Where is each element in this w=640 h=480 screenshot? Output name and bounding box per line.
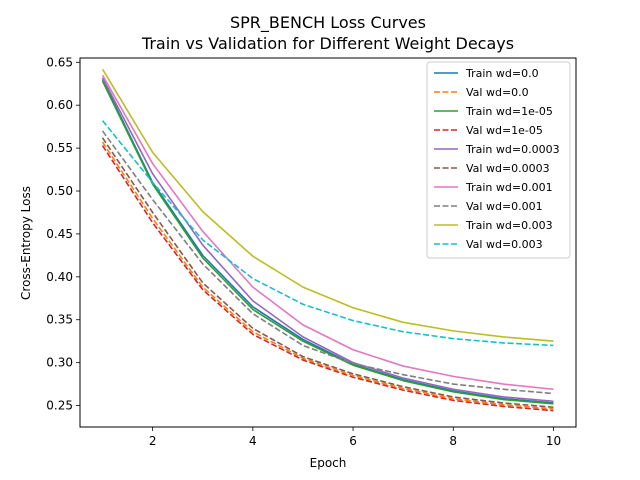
legend-label: Train wd=0.0 <box>465 67 539 80</box>
legend-label: Val wd=0.0 <box>466 86 529 99</box>
y-axis-label: Cross-Entropy Loss <box>19 186 33 300</box>
y-tick-label: 0.45 <box>46 227 73 241</box>
legend-label: Val wd=1e-05 <box>466 124 543 137</box>
x-axis-ticks: 2 4 6 8 10 <box>149 427 561 448</box>
x-tick-label: 8 <box>449 434 457 448</box>
legend-label: Train wd=1e-05 <box>465 105 553 118</box>
legend-label: Train wd=0.003 <box>465 219 553 232</box>
series-line-3 <box>101 145 554 412</box>
x-tick-label: 6 <box>349 434 357 448</box>
y-tick-label: 0.60 <box>46 98 73 112</box>
series-line-5 <box>101 137 554 409</box>
y-tick-label: 0.30 <box>46 356 73 370</box>
x-tick-label: 4 <box>249 434 257 448</box>
y-tick-label: 0.25 <box>46 399 73 413</box>
legend-box <box>426 61 571 259</box>
y-tick-label: 0.65 <box>46 55 73 69</box>
x-axis-label: Epoch <box>310 456 347 470</box>
legend-label: Val wd=0.0003 <box>466 162 550 175</box>
series-line-4 <box>101 77 554 403</box>
axes-frame <box>79 57 577 428</box>
y-tick-label: 0.50 <box>46 184 73 198</box>
legend-label: Train wd=0.001 <box>465 181 553 194</box>
series-line-2 <box>101 80 554 405</box>
series-lines <box>101 68 554 412</box>
legend-label: Val wd=0.001 <box>466 200 543 213</box>
legend-label: Train wd=0.0003 <box>465 143 560 156</box>
series-line-0 <box>101 79 554 404</box>
series-line-9 <box>101 120 554 347</box>
y-tick-label: 0.35 <box>46 313 73 327</box>
series-line-6 <box>101 74 554 391</box>
chart-subtitle: Train vs Validation for Different Weight… <box>141 34 514 53</box>
x-tick-label: 10 <box>546 434 561 448</box>
series-line-8 <box>101 68 554 342</box>
chart-title: SPR_BENCH Loss Curves <box>230 13 426 33</box>
series-line-1 <box>101 141 554 410</box>
legend: Train wd=0.0 Val wd=0.0 Train wd=1e-05 Val … <box>426 61 571 259</box>
y-axis-ticks: 0.25 0.30 0.35 0.40 0.45 0.50 0.55 0.60 0.65 <box>46 55 80 413</box>
series-line-7 <box>101 130 554 395</box>
y-tick-label: 0.55 <box>46 141 73 155</box>
x-tick-label: 2 <box>149 434 157 448</box>
y-tick-label: 0.40 <box>46 270 73 284</box>
legend-label: Val wd=0.003 <box>466 238 543 251</box>
